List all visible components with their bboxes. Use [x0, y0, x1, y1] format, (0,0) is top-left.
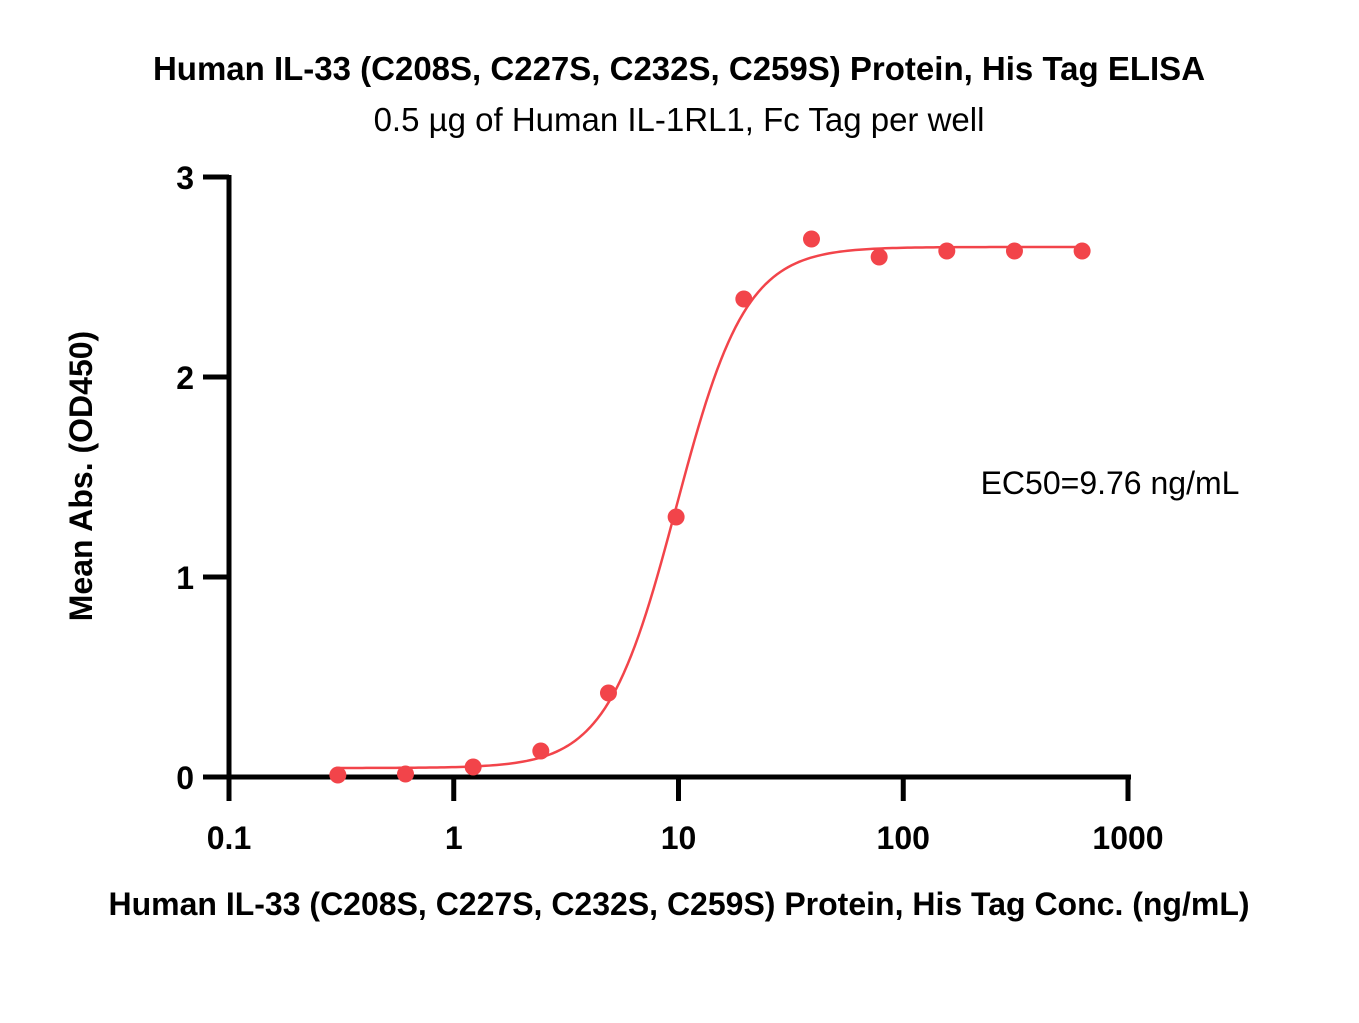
x-tick-label: 1 — [445, 820, 463, 856]
data-point — [1005, 242, 1023, 260]
x-tick-label: 0.1 — [207, 820, 251, 856]
chart-title: Human IL-33 (C208S, C227S, C232S, C259S)… — [153, 50, 1205, 87]
data-point — [532, 742, 550, 760]
x-tick-label: 10 — [661, 820, 697, 856]
data-point — [735, 290, 753, 308]
data-point — [599, 684, 617, 702]
x-tick-label: 1000 — [1092, 820, 1163, 856]
fit-curve — [336, 245, 1083, 770]
data-point — [329, 766, 347, 784]
data-point — [870, 248, 888, 266]
y-tick-label: 3 — [176, 160, 194, 196]
x-axis-label: Human IL-33 (C208S, C227S, C232S, C259S)… — [108, 886, 1249, 922]
data-point — [667, 508, 685, 526]
chart-subtitle: 0.5 µg of Human IL-1RL1, Fc Tag per well — [374, 101, 985, 138]
data-point — [397, 765, 415, 783]
x-tick-label: 100 — [877, 820, 930, 856]
data-point — [802, 230, 820, 248]
points-layer — [329, 230, 1091, 784]
data-point — [464, 758, 482, 776]
ticks: 0.1 1 10 100 1000 0 1 2 3 — [176, 160, 1163, 856]
ec50-annotation: EC50=9.76 ng/mL — [981, 465, 1240, 501]
data-point — [938, 242, 956, 260]
fit-layer — [336, 245, 1083, 770]
data-point — [1073, 242, 1091, 260]
y-tick-label: 2 — [176, 360, 194, 396]
y-axis-label: Mean Abs. (OD450) — [63, 331, 99, 621]
y-tick-label: 0 — [176, 760, 194, 796]
y-tick-label: 1 — [176, 560, 194, 596]
